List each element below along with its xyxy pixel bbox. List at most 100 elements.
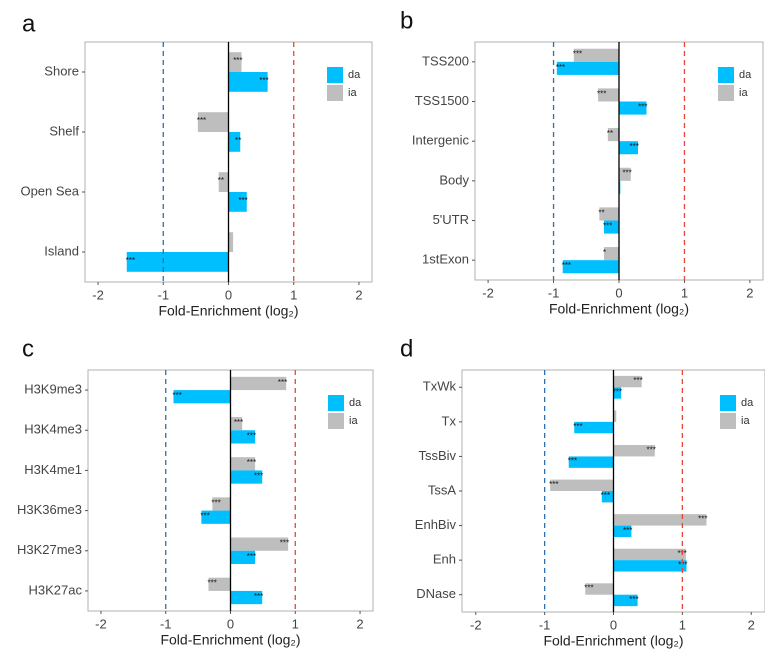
significance-label: *** <box>207 579 216 588</box>
bar <box>619 180 621 194</box>
significance-label: *** <box>629 595 638 604</box>
x-tick-label: 0 <box>227 616 234 631</box>
significance-label: *** <box>573 422 582 431</box>
bar <box>573 48 619 62</box>
bar <box>228 192 247 212</box>
x-tick-label: -1 <box>548 285 560 300</box>
legend-label: da <box>349 397 362 409</box>
legend-swatch <box>328 395 344 411</box>
bar <box>574 421 614 434</box>
bar <box>613 560 687 572</box>
category-label: Enh <box>433 552 456 567</box>
significance-label: *** <box>280 539 289 548</box>
significance-label: *** <box>597 89 606 98</box>
significance-label: *** <box>613 388 622 397</box>
category-label: Open Sea <box>20 183 79 198</box>
significance-label: *** <box>278 378 287 387</box>
significance-label: *** <box>259 76 268 85</box>
bar <box>562 260 619 274</box>
significance-label: *** <box>562 261 571 270</box>
bar <box>613 375 642 388</box>
category-label: H3K36me3 <box>17 502 82 517</box>
legend-label: ia <box>349 415 358 427</box>
x-axis-title: Fold-Enrichment (log₂) <box>543 633 683 649</box>
bar <box>607 128 619 142</box>
category-label: Island <box>44 243 79 258</box>
significance-label: *** <box>197 116 206 125</box>
significance-label: *** <box>233 56 242 65</box>
significance-label: *** <box>126 256 135 265</box>
bar <box>619 167 631 181</box>
significance-label: *** <box>247 552 256 561</box>
bar <box>619 101 647 115</box>
category-label: Shore <box>44 63 79 78</box>
x-tick-label: 1 <box>681 285 688 300</box>
significance-label: *** <box>622 169 631 178</box>
x-tick-label: -2 <box>482 285 494 300</box>
significance-label: *** <box>200 512 209 521</box>
bar <box>599 207 619 221</box>
significance-label: *** <box>173 391 182 400</box>
bar <box>230 430 256 444</box>
legend-swatch <box>327 85 343 101</box>
bar <box>197 112 229 132</box>
category-label: 1stExon <box>422 252 469 267</box>
bar <box>556 61 619 75</box>
x-tick-label: -1 <box>157 287 169 302</box>
significance-label: *** <box>556 63 565 72</box>
category-label: H3K27me3 <box>17 542 82 557</box>
significance-label: *** <box>630 142 639 151</box>
significance-label: *** <box>698 514 707 523</box>
category-label: Intergenic <box>412 133 470 148</box>
bar <box>230 416 243 431</box>
bar <box>208 577 231 591</box>
bar <box>568 456 614 468</box>
bar <box>228 72 268 92</box>
significance-label: ** <box>607 129 613 138</box>
panel-label: c <box>22 335 34 362</box>
bar <box>619 141 638 155</box>
significance-label: *** <box>573 50 582 59</box>
significance-label: *** <box>633 376 642 385</box>
x-axis-title: Fold-Enrichment (log₂) <box>549 301 689 317</box>
significance-label: ** <box>235 136 241 145</box>
bar <box>230 537 289 551</box>
x-tick-label: 0 <box>610 617 617 632</box>
x-tick-label: 2 <box>748 617 755 632</box>
legend-swatch <box>720 413 736 429</box>
legend-label: ia <box>348 87 357 99</box>
bar <box>598 88 619 102</box>
category-label: Body <box>439 172 469 187</box>
x-tick-label: 0 <box>615 285 622 300</box>
bar <box>173 390 231 404</box>
legend-swatch <box>328 413 344 429</box>
significance-label: * <box>603 248 606 257</box>
x-tick-label: 1 <box>292 616 299 631</box>
x-tick-label: -2 <box>470 617 482 632</box>
legend-swatch <box>718 67 734 83</box>
bar <box>585 583 614 595</box>
panel-label: b <box>400 7 413 34</box>
bar <box>613 410 617 422</box>
bar <box>613 445 655 457</box>
category-label: Tx <box>442 413 457 428</box>
legend-swatch <box>718 85 734 101</box>
legend-label: ia <box>741 415 750 427</box>
legend-label: da <box>739 69 752 81</box>
panel-label: d <box>400 335 413 362</box>
category-label: H3K9me3 <box>24 382 82 397</box>
significance-label: *** <box>623 526 632 535</box>
bar <box>201 510 231 524</box>
bar <box>228 52 242 72</box>
x-tick-label: 0 <box>225 287 232 302</box>
bar <box>613 594 638 607</box>
x-tick-label: -1 <box>160 616 172 631</box>
category-label: TxWk <box>423 379 457 394</box>
x-tick-label: 2 <box>355 287 362 302</box>
bar <box>613 387 622 399</box>
significance-label: *** <box>584 584 593 593</box>
bar <box>230 457 256 471</box>
x-axis-title: Fold-Enrichment (log₂) <box>160 632 300 648</box>
panel-label: a <box>22 10 36 37</box>
